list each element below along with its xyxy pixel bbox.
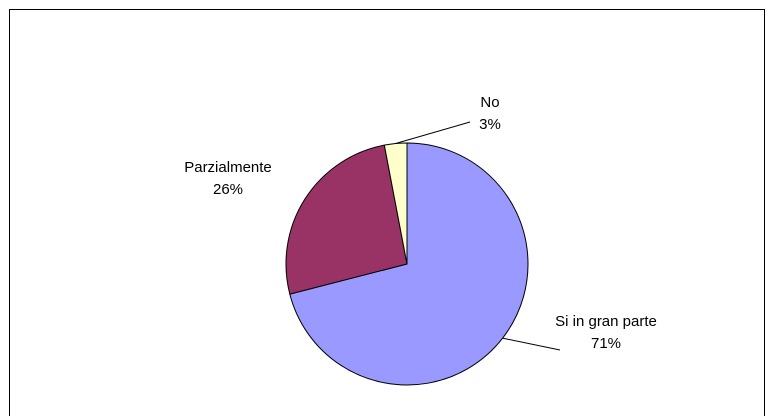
- slice-label: No 3%: [435, 92, 545, 136]
- slice-label: Parzialmente 26%: [173, 157, 283, 201]
- pie-slice: [285, 144, 408, 295]
- category-label: Si in gran parte: [555, 313, 657, 330]
- value-label: 3%: [479, 116, 501, 133]
- leader-line: [502, 337, 561, 351]
- category-label: No: [480, 94, 500, 111]
- pie-slice: [289, 142, 529, 386]
- value-label: 26%: [212, 181, 244, 198]
- slice-label: Si in gran parte 71%: [551, 311, 661, 355]
- value-label: 71%: [590, 335, 622, 352]
- category-label: Parzialmente: [184, 159, 272, 176]
- leader-line: [395, 121, 471, 145]
